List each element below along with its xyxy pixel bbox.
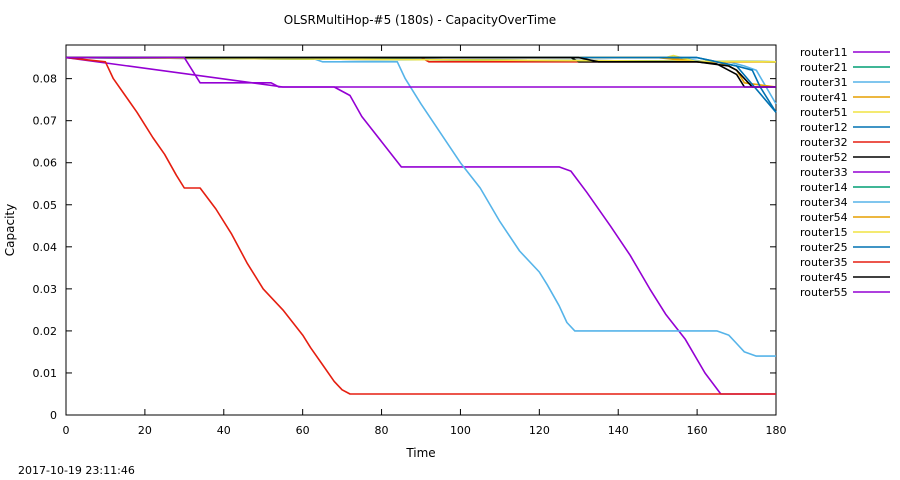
x-tick-label: 180 (766, 424, 787, 437)
x-axis: 0 20 40 60 80 100 120 140 160 180 (63, 45, 787, 437)
series-line-router35 (65, 56, 776, 395)
y-tick-label: 0.04 (33, 241, 58, 254)
chart-title: OLSRMultiHop-#5 (180s) - CapacityOverTim… (284, 13, 556, 27)
y-tick-label: 0 (50, 409, 57, 422)
y-tick-label: 0.02 (33, 325, 58, 338)
legend-label: router52 (800, 151, 848, 164)
legend-label: router41 (800, 91, 848, 104)
legend-label: router25 (800, 241, 848, 254)
y-axis: 0 0.01 0.02 0.03 0.04 0.05 0.06 0.07 0.08 (33, 73, 776, 422)
legend-label: router35 (800, 256, 848, 269)
y-tick-label: 0.06 (33, 157, 58, 170)
legend-label: router32 (800, 136, 848, 149)
legend: router11 router21 router31 router41 router51… (800, 46, 890, 299)
y-tick-label: 0.08 (33, 73, 58, 86)
x-tick-label: 100 (450, 424, 471, 437)
legend-label: router55 (800, 286, 848, 299)
legend-label: router45 (800, 271, 848, 284)
legend-label: router14 (800, 181, 848, 194)
legend-label: router31 (800, 76, 848, 89)
legend-label: router11 (800, 46, 848, 59)
x-tick-label: 80 (375, 424, 389, 437)
legend-label: router21 (800, 61, 848, 74)
y-tick-label: 0.01 (33, 367, 58, 380)
series-line-router45 (66, 56, 776, 88)
y-axis-label: Capacity (3, 204, 17, 256)
legend-label: router33 (800, 166, 848, 179)
y-tick-label: 0.03 (33, 283, 58, 296)
legend-label: router54 (800, 211, 848, 224)
x-axis-label: Time (405, 446, 435, 460)
y-tick-label: 0.05 (33, 199, 58, 212)
legend-label: router12 (800, 121, 848, 134)
series-line-router55 (66, 56, 776, 88)
series-lines (65, 54, 777, 395)
series-line-router33 (65, 56, 776, 395)
x-tick-label: 160 (687, 424, 708, 437)
x-tick-label: 40 (217, 424, 231, 437)
series-line-router31 (66, 56, 777, 105)
timestamp: 2017-10-19 23:11:46 (18, 464, 135, 477)
legend-label: router15 (800, 226, 848, 239)
y-tick-label: 0.07 (33, 115, 58, 128)
series-line-router34 (66, 56, 776, 357)
plot-frame (65, 44, 777, 416)
legend-label: router51 (800, 106, 848, 119)
x-tick-label: 140 (608, 424, 629, 437)
x-tick-label: 20 (138, 424, 152, 437)
x-tick-label: 60 (296, 424, 310, 437)
x-tick-label: 0 (63, 424, 70, 437)
legend-label: router34 (800, 196, 848, 209)
x-tick-label: 120 (529, 424, 550, 437)
